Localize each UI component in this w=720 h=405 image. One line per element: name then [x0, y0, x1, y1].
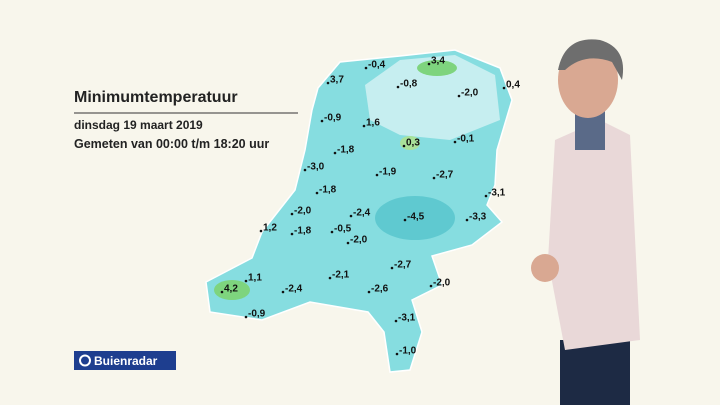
- warm-area: [417, 60, 457, 76]
- station-value: -2,1: [332, 270, 350, 281]
- station-dot: [396, 85, 400, 89]
- station-dot: [465, 218, 469, 222]
- station-dot: [290, 232, 294, 236]
- station-dot: [390, 266, 394, 270]
- period: Gemeten van 00:00 t/m 18:20 uur: [74, 137, 269, 151]
- station-value: -1,9: [379, 167, 397, 178]
- stations: -0,4 3,43,7 -0,8-2,00,4-0,9 1,60,3 -0,1-1,8-…: [220, 56, 520, 357]
- station-value: -1,8: [294, 226, 312, 237]
- station-dot: [429, 284, 433, 288]
- station-dot: [364, 66, 368, 70]
- station-dot: [244, 279, 248, 283]
- station-dot: [362, 124, 366, 128]
- jacket: [548, 120, 640, 350]
- station-value: 0,4: [506, 80, 520, 91]
- station-value: 1,6: [366, 118, 380, 129]
- station-value: -0,9: [324, 113, 342, 124]
- trousers: [560, 340, 630, 405]
- station-value: -1,0: [399, 346, 417, 357]
- station-dot: [330, 230, 334, 234]
- station-dot: [333, 151, 337, 155]
- station-dot: [394, 319, 398, 323]
- station-dot: [281, 290, 285, 294]
- hair: [558, 39, 624, 80]
- station-value: -3,0: [307, 162, 325, 173]
- date: dinsdag 19 maart 2019: [74, 118, 203, 132]
- station-value: -2,7: [436, 170, 454, 181]
- station-dot: [328, 276, 332, 280]
- station-value: -0,4: [368, 60, 386, 71]
- station-value: -1,8: [337, 145, 355, 156]
- station-dot: [290, 212, 294, 216]
- station-value: -1,8: [319, 185, 337, 196]
- station-value: -2,0: [433, 278, 451, 289]
- station-value: -0,1: [457, 134, 475, 145]
- presenter: [531, 39, 640, 405]
- station-dot: [402, 144, 406, 148]
- logo-icon: [79, 354, 91, 367]
- station-value: -2,0: [350, 235, 368, 246]
- warm-area: [214, 280, 250, 300]
- hand: [531, 254, 559, 282]
- station-dot: [349, 214, 353, 218]
- station-dot: [315, 191, 319, 195]
- station-dot: [303, 168, 307, 172]
- station-dot: [484, 194, 488, 198]
- station-value: 3,4: [431, 56, 445, 67]
- north-region: [365, 55, 500, 140]
- station-dot: [320, 119, 324, 123]
- station-dot: [244, 315, 248, 319]
- station-dot: [453, 140, 457, 144]
- title: Minimumtemperatuur: [74, 89, 238, 106]
- logo-text: Buienradar: [94, 354, 158, 368]
- station-value: -2,0: [461, 88, 479, 99]
- station-value: -4,5: [407, 212, 425, 223]
- station-value: -2,6: [371, 284, 389, 295]
- station-dot: [403, 218, 407, 222]
- logo-box: [74, 351, 176, 370]
- station-value: 3,7: [330, 75, 344, 86]
- station-value: -0,5: [334, 224, 352, 235]
- station-value: -3,1: [488, 188, 506, 199]
- station-dot: [395, 352, 399, 356]
- station-dot: [502, 86, 506, 90]
- station-value: -2,7: [394, 260, 412, 271]
- station-value: 1,2: [263, 223, 277, 234]
- station-dot: [326, 81, 330, 85]
- station-dot: [259, 229, 263, 233]
- cold-area: [375, 196, 455, 240]
- station-dot: [367, 290, 371, 294]
- station-value: -2,4: [353, 208, 371, 219]
- station-value: -0,9: [248, 309, 266, 320]
- station-dot: [432, 176, 436, 180]
- station-value: -2,4: [285, 284, 303, 295]
- station-value: -0,8: [400, 79, 418, 90]
- station-value: -3,1: [398, 313, 416, 324]
- station-value: 1,1: [248, 273, 262, 284]
- station-dot: [346, 241, 350, 245]
- station-value: -2,0: [294, 206, 312, 217]
- station-dot: [427, 62, 431, 66]
- station-dot: [457, 94, 461, 98]
- station-value: -3,3: [469, 212, 487, 223]
- station-value: 0,3: [406, 138, 420, 149]
- station-dot: [220, 290, 224, 294]
- station-value: 4,2: [224, 284, 238, 295]
- station-dot: [375, 173, 379, 177]
